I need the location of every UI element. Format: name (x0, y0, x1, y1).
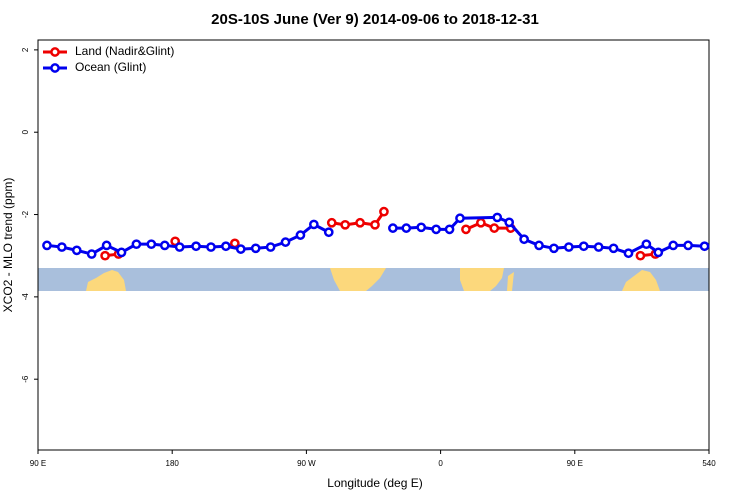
legend-label: Ocean (Glint) (75, 60, 146, 74)
legend-marker (50, 63, 60, 73)
data-point (668, 240, 679, 251)
y-tick-label: 2 (21, 47, 30, 52)
data-point (340, 219, 351, 230)
data-point (191, 241, 201, 252)
y-tick-label: 0 (21, 129, 30, 134)
data-point (563, 242, 574, 252)
y-axis-label: XCO2 - MLO trend (ppm) (1, 178, 15, 313)
data-point (174, 242, 185, 252)
x-tick-label: 90 E (567, 459, 583, 468)
x-tick-label: 180 (166, 459, 180, 468)
data-point (265, 242, 276, 252)
data-point (549, 243, 559, 254)
data-point (42, 240, 52, 251)
x-tick-label: 90 W (297, 459, 316, 468)
data-point (101, 240, 112, 251)
data-point (235, 244, 246, 254)
data-point (699, 241, 710, 252)
data-point (431, 224, 441, 235)
y-tick-label: -6 (21, 375, 30, 383)
data-point (355, 217, 365, 228)
data-point (370, 219, 380, 230)
data-point (250, 243, 261, 254)
land-shape (622, 270, 660, 291)
data-point (100, 250, 110, 261)
x-axis-label: Longitude (deg E) (327, 476, 422, 490)
land-shape (86, 270, 126, 291)
x-tick-label: 0 (438, 459, 443, 468)
data-point (86, 249, 97, 259)
land-shape (460, 268, 514, 291)
data-point (635, 250, 646, 261)
data-point (416, 222, 427, 233)
land-shape (330, 268, 386, 291)
y-tick-label: -2 (21, 210, 30, 218)
data-point (379, 206, 389, 217)
data-point (492, 212, 503, 223)
data-point (309, 219, 319, 230)
data-point (534, 240, 544, 251)
data-point (206, 242, 216, 252)
data-point (519, 234, 529, 245)
data-point (146, 239, 157, 250)
data-point (593, 242, 604, 252)
data-point (131, 239, 142, 250)
chart-title: 20S-10S June (Ver 9) 2014-09-06 to 2018-… (211, 11, 539, 28)
data-point (159, 240, 170, 251)
data-point (578, 241, 589, 252)
data-point (57, 242, 67, 252)
data-point (504, 217, 515, 228)
data-point (489, 223, 500, 233)
y-tick-label: -4 (21, 293, 30, 301)
data-point (641, 239, 652, 250)
data-point (461, 224, 471, 235)
data-point (608, 243, 619, 254)
data-point (323, 227, 334, 238)
data-point (455, 213, 465, 224)
data-point (388, 223, 398, 233)
data-point (401, 223, 412, 233)
data-point (683, 240, 693, 251)
data-point (71, 245, 82, 256)
x-tick-label: 540 (702, 459, 716, 468)
x-tick-label: 90 E (30, 459, 46, 468)
land-ocean-strip (38, 268, 709, 291)
data-point (444, 224, 455, 235)
legend-label: Land (Nadir&Glint) (75, 44, 174, 58)
data-point (653, 247, 664, 258)
series-line (465, 221, 511, 231)
data-point (295, 230, 306, 240)
data-point (221, 241, 231, 252)
data-point (116, 247, 127, 258)
data-point (280, 237, 291, 247)
data-point (476, 217, 486, 228)
data-point (623, 248, 634, 259)
data-point (326, 217, 337, 228)
legend-marker (50, 47, 60, 57)
